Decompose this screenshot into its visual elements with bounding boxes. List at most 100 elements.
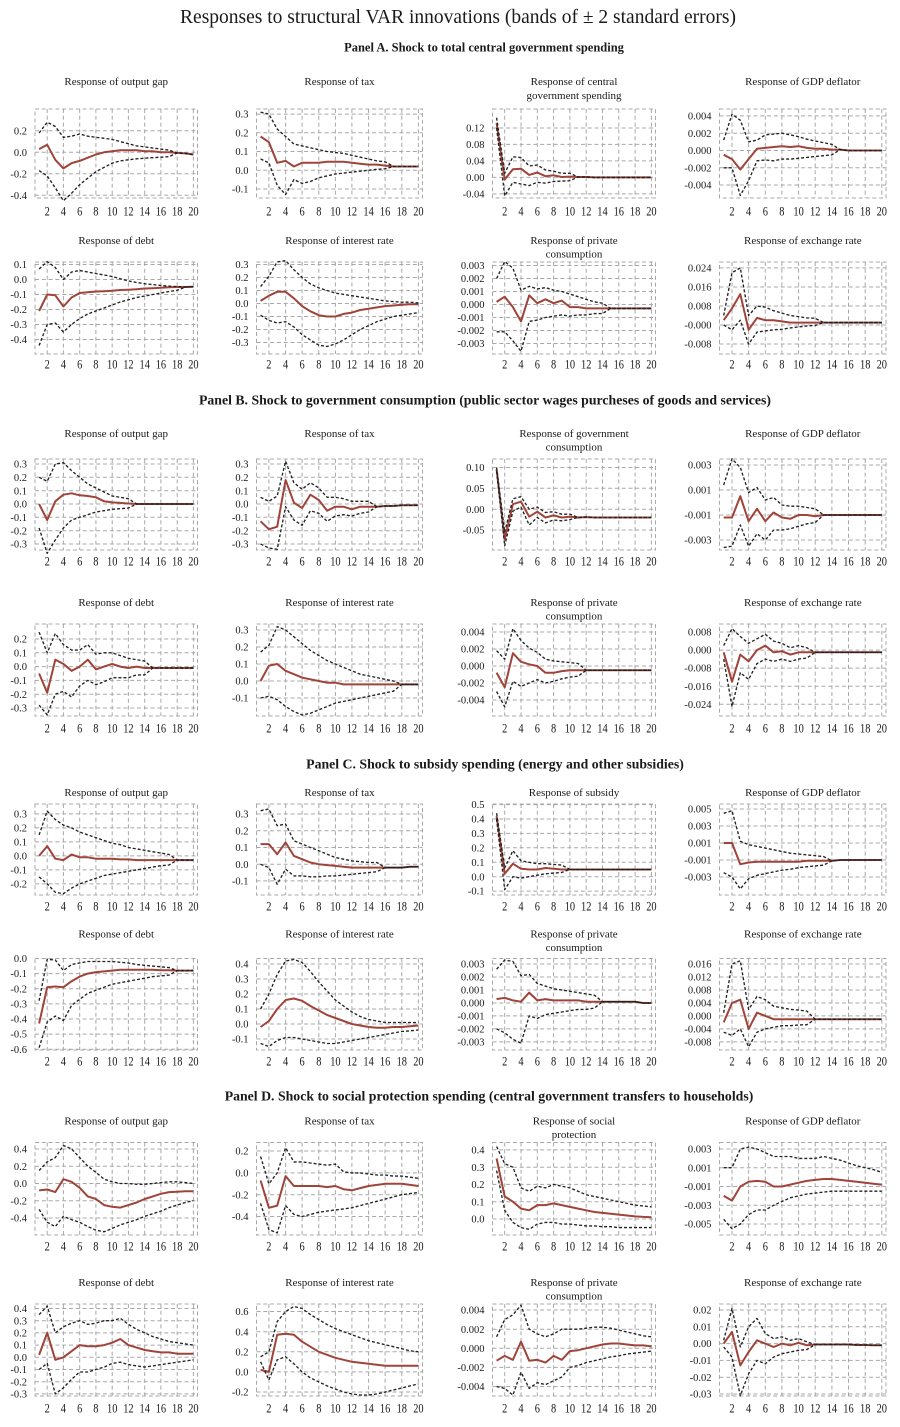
svg-text:4: 4 <box>283 1401 289 1416</box>
svg-text:0.2: 0.2 <box>471 1180 484 1191</box>
svg-text:8: 8 <box>551 1239 556 1254</box>
svg-text:2: 2 <box>729 1239 734 1254</box>
svg-text:0.0: 0.0 <box>14 148 27 159</box>
svg-text:4: 4 <box>283 1054 289 1069</box>
svg-text:10: 10 <box>330 357 340 372</box>
svg-text:0.0: 0.0 <box>14 500 27 511</box>
svg-text:0.0: 0.0 <box>235 500 248 511</box>
svg-text:2: 2 <box>729 1401 734 1416</box>
svg-text:0.1: 0.1 <box>235 486 248 497</box>
svg-text:-0.6: -0.6 <box>10 1045 27 1056</box>
svg-text:12: 12 <box>810 357 820 372</box>
svg-text:20: 20 <box>188 1239 198 1254</box>
svg-text:6: 6 <box>535 1401 541 1416</box>
svg-text:4: 4 <box>746 204 752 219</box>
svg-text:10: 10 <box>565 1401 575 1416</box>
svg-text:0.003: 0.003 <box>461 960 485 971</box>
svg-text:6: 6 <box>763 721 769 736</box>
svg-text:0.0: 0.0 <box>14 275 27 286</box>
svg-text:0.4: 0.4 <box>471 815 485 826</box>
svg-text:Panel C. Shock to subsidy spen: Panel C. Shock to subsidy spending (ener… <box>306 757 684 773</box>
svg-text:14: 14 <box>827 1239 838 1254</box>
svg-text:6: 6 <box>77 1054 83 1069</box>
svg-text:12: 12 <box>810 1401 820 1416</box>
svg-text:16: 16 <box>843 721 854 736</box>
svg-text:0.4: 0.4 <box>14 1145 28 1156</box>
svg-text:2: 2 <box>266 357 271 372</box>
svg-text:16: 16 <box>843 554 854 569</box>
svg-text:-0.002: -0.002 <box>457 1025 484 1036</box>
svg-text:-0.1: -0.1 <box>232 513 249 524</box>
svg-text:0.01: 0.01 <box>693 1322 711 1333</box>
svg-text:18: 18 <box>172 899 182 914</box>
svg-text:0.2: 0.2 <box>235 1147 248 1158</box>
svg-text:12: 12 <box>810 899 820 914</box>
svg-text:Response of debt: Response of debt <box>78 1277 154 1289</box>
svg-text:6: 6 <box>763 554 769 569</box>
svg-text:18: 18 <box>860 1054 870 1069</box>
svg-text:0.1: 0.1 <box>235 660 248 671</box>
svg-text:6: 6 <box>535 1054 541 1069</box>
svg-text:Response of output gap: Response of output gap <box>64 1116 168 1128</box>
svg-text:18: 18 <box>397 357 407 372</box>
svg-text:0.1: 0.1 <box>14 648 27 659</box>
svg-text:2: 2 <box>502 1239 507 1254</box>
svg-text:8: 8 <box>93 1054 98 1069</box>
svg-text:18: 18 <box>397 554 407 569</box>
svg-text:4: 4 <box>283 204 289 219</box>
svg-text:0.003: 0.003 <box>688 822 712 833</box>
svg-text:0.4: 0.4 <box>14 1304 28 1315</box>
svg-text:14: 14 <box>363 554 374 569</box>
svg-text:6: 6 <box>300 1054 306 1069</box>
svg-text:-0.01: -0.01 <box>690 1356 712 1367</box>
svg-text:0.001: 0.001 <box>688 1163 712 1174</box>
svg-text:20: 20 <box>188 1054 198 1069</box>
svg-text:20: 20 <box>877 721 887 736</box>
svg-text:Response of subsidy: Response of subsidy <box>529 787 620 799</box>
svg-text:18: 18 <box>397 1401 407 1416</box>
svg-text:6: 6 <box>535 357 541 372</box>
svg-text:0.6: 0.6 <box>235 1307 248 1318</box>
svg-text:0.002: 0.002 <box>688 129 712 140</box>
svg-text:6: 6 <box>535 899 541 914</box>
svg-text:12: 12 <box>123 204 133 219</box>
svg-text:6: 6 <box>763 204 769 219</box>
svg-text:-0.4: -0.4 <box>10 191 27 202</box>
svg-text:4: 4 <box>518 1401 524 1416</box>
svg-text:-0.2: -0.2 <box>10 169 27 180</box>
svg-text:0.2: 0.2 <box>235 128 248 139</box>
svg-text:-0.1: -0.1 <box>232 877 249 888</box>
svg-text:0.003: 0.003 <box>688 1145 712 1156</box>
svg-text:0.001: 0.001 <box>688 839 712 850</box>
svg-text:-0.000: -0.000 <box>684 321 711 332</box>
svg-text:12: 12 <box>347 357 357 372</box>
svg-text:12: 12 <box>581 721 591 736</box>
svg-text:18: 18 <box>172 204 182 219</box>
svg-text:10: 10 <box>330 1401 340 1416</box>
svg-text:10: 10 <box>793 721 803 736</box>
svg-text:-0.2: -0.2 <box>10 880 27 891</box>
svg-text:0.0: 0.0 <box>14 662 27 673</box>
svg-text:-0.4: -0.4 <box>10 1015 27 1026</box>
svg-text:12: 12 <box>810 1054 820 1069</box>
svg-text:-0.04: -0.04 <box>463 190 486 201</box>
svg-text:10: 10 <box>330 554 340 569</box>
svg-text:0.2: 0.2 <box>235 990 248 1001</box>
svg-text:4: 4 <box>746 1239 752 1254</box>
svg-text:20: 20 <box>646 1239 656 1254</box>
svg-text:16: 16 <box>843 1054 854 1069</box>
svg-text:18: 18 <box>860 899 870 914</box>
svg-text:18: 18 <box>860 204 870 219</box>
svg-text:2: 2 <box>266 204 271 219</box>
svg-text:Response of GDP deflator: Response of GDP deflator <box>745 76 861 88</box>
svg-text:-0.1: -0.1 <box>10 866 27 877</box>
svg-text:0.002: 0.002 <box>461 274 485 285</box>
svg-text:0.002: 0.002 <box>461 1325 485 1336</box>
svg-text:4: 4 <box>61 721 67 736</box>
svg-text:16: 16 <box>380 1054 391 1069</box>
svg-text:0.000: 0.000 <box>688 646 712 657</box>
svg-text:20: 20 <box>646 554 656 569</box>
svg-text:6: 6 <box>77 899 83 914</box>
svg-text:14: 14 <box>827 357 838 372</box>
svg-text:-0.03: -0.03 <box>690 1390 712 1401</box>
